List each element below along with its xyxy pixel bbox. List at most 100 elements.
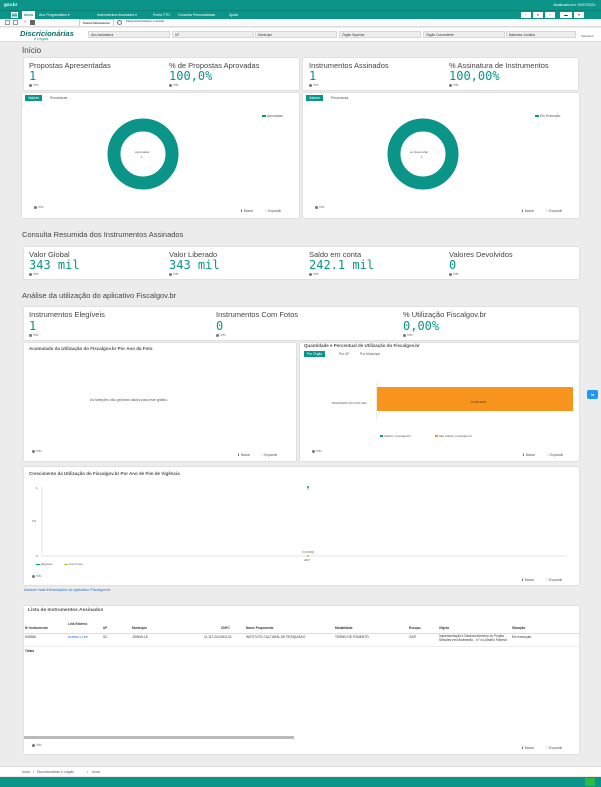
main-nav: Início Ano Programático ▾ Instrumentos A… [0,10,601,19]
column-header[interactable]: Situação [512,626,526,630]
column-header[interactable]: Objeto [439,626,450,630]
info-button[interactable]: Info [403,333,413,337]
tab-valores[interactable]: Valores [306,95,323,101]
export-button[interactable]: ⬇ Baixar [240,209,254,213]
export-button[interactable]: ⬇ Baixar [522,453,536,457]
chart-title: Quantidade e Percentual de Utilização do… [304,343,420,348]
filter-orgao-concedente[interactable]: Órgão Concedente [423,31,505,38]
external-link[interactable]: Acesse o Link [68,635,88,639]
info-button[interactable]: Info [29,333,39,337]
download-icon: ⬇ [521,746,525,750]
menu-item-ano[interactable]: Ano Programático ▾ [39,13,70,17]
export-button[interactable]: ⬇ Baixar [521,746,535,750]
donut-slice[interactable] [387,118,459,190]
kpi-label: Instrumentos Com Fotos [216,310,299,319]
expand-button[interactable]: ⛶ Expandir [261,453,278,457]
kpi-label: % de Propostas Aprovadas [169,61,260,70]
info-button[interactable]: Info [32,743,42,747]
expand-button[interactable]: ⛶ Expandir [546,209,563,213]
chevron-down-icon[interactable] [13,20,18,25]
menu-item-home[interactable]: Início [22,11,36,19]
govbr-logo[interactable]: gov.br [4,2,18,7]
app-logo: Discricionárias e Legais [20,29,74,41]
nav-dropdown-button[interactable]: ▾ [574,12,584,18]
menu-item-consulta[interactable]: Consulta Personalizada [178,13,215,17]
filter-natureza-juridica[interactable]: Natureza Jurídica [506,31,576,38]
chart-card-quantidade: Quantidade e Percentual de Utilização do… [300,343,579,461]
info-button[interactable]: Info [312,449,322,453]
info-button[interactable]: Info [34,205,44,209]
side-feedback-icon[interactable]: ⇆ [587,390,598,399]
expand-button[interactable]: ⛶ Expandir [265,209,282,213]
bar-category-label: MINISTERIO DA CULTURA [332,401,367,405]
breadcrumb-item[interactable]: Discricionárias e Legais [37,770,74,774]
filter-uf[interactable]: UF [172,31,254,38]
tab-por-uf[interactable]: Por UF [339,352,350,356]
info-button[interactable]: Info [169,83,179,87]
column-header[interactable]: Nome Proponente [246,626,274,630]
info-button[interactable]: Info [29,83,39,87]
nav-sheet-button[interactable]: ▬ [560,12,572,18]
export-button[interactable]: ⬇ Baixar [521,209,535,213]
info-button[interactable]: Info [169,272,179,276]
info-button[interactable]: Info [315,205,325,209]
tab-percentuais[interactable]: Percentuais [50,96,68,100]
breadcrumb-item[interactable]: Início [22,770,31,774]
info-button[interactable]: Info [449,83,459,87]
info-icon [449,83,452,87]
empty-chart-message: As seleções não geraram dados para este … [90,398,169,402]
tab-painel-admin[interactable]: Painel Administrativo e Gestão [126,19,165,23]
kpi-value: 1 [29,69,37,83]
column-header[interactable]: Município [132,626,147,630]
column-header[interactable]: Modalidade [335,626,353,630]
nav-forward-button[interactable]: › [545,12,555,18]
breadcrumb-item[interactable]: Início [92,770,101,774]
table-cell: 11.117.211/0001-01 [204,635,232,639]
filter-orgao-superior[interactable]: Órgão Superior [339,31,421,38]
info-icon [216,333,219,337]
horizontal-scrollbar[interactable] [24,736,294,739]
bar-nao-utilizou[interactable] [377,387,573,411]
info-button[interactable]: Info [309,272,319,276]
tab-percentuais[interactable]: Percentuais [331,96,349,100]
filter-municipio[interactable]: Município [255,31,337,38]
column-header[interactable]: CNPJ [221,626,230,630]
column-header[interactable]: Nº Instrumento [25,626,48,630]
info-button[interactable]: Info [32,574,42,578]
info-button[interactable]: Info [32,449,42,453]
chevron-left-icon[interactable] [5,20,10,25]
expand-button[interactable]: ⛶ Expandir [546,578,563,582]
hamburger-menu-icon[interactable] [11,12,18,18]
column-header[interactable]: Escopo [409,626,421,630]
expand-button[interactable]: ⛶ Expandir [547,453,564,457]
filter-ano-assinatura[interactable]: Ano Assinatura [88,31,170,38]
menu-item-ajuda[interactable]: Ajuda [229,13,238,17]
point-com-fotos[interactable] [307,555,309,557]
info-button[interactable]: Info [216,333,226,337]
expand-icon: ⛶ [546,746,550,750]
fiscalgov-info-link[interactable]: Acesse mais informações do aplicativo Fi… [24,588,111,592]
menu-item-instrumentos[interactable]: Instrumentos Assinados ▾ [97,13,137,17]
menu-item-ponto[interactable]: Ponto FTD [153,13,170,17]
export-button[interactable]: ⬇ Baixar [237,453,251,457]
nav-back-button[interactable]: ‹ [521,12,531,18]
tab-por-municipio[interactable]: Por Município [360,352,381,356]
info-button[interactable]: Info [309,83,319,87]
nav-clear-button[interactable]: ✕ [533,12,543,18]
tab-por-orgao[interactable]: Por Órgão [304,351,326,357]
column-header[interactable]: Link Externo [68,622,88,626]
add-icon[interactable]: + [24,20,27,24]
table-row[interactable]: 924986 Acesse o Link SC JOINVILLE 11.117… [24,634,579,647]
donut-slice[interactable] [107,118,179,190]
export-button[interactable]: ⬇ Baixar [521,578,535,582]
info-button[interactable]: Info [29,272,39,276]
info-button[interactable]: Info [449,272,459,276]
column-header[interactable]: UF [103,626,108,630]
tab-valores[interactable]: Valores [25,95,42,101]
kpi-card-valores: Valor Global 343 mil Info Valor Liberado… [24,247,579,279]
list-card-instrumentos: Lista de Instrumentos Assinados Nº Instr… [24,606,579,754]
tab-painel-parlamentar[interactable]: Painel Parlamentar [79,19,115,26]
expand-button[interactable]: ⛶ Expandir [546,746,563,750]
kpi-value: 100,00% [449,69,500,83]
selections-link[interactable]: Seleções [581,34,594,38]
